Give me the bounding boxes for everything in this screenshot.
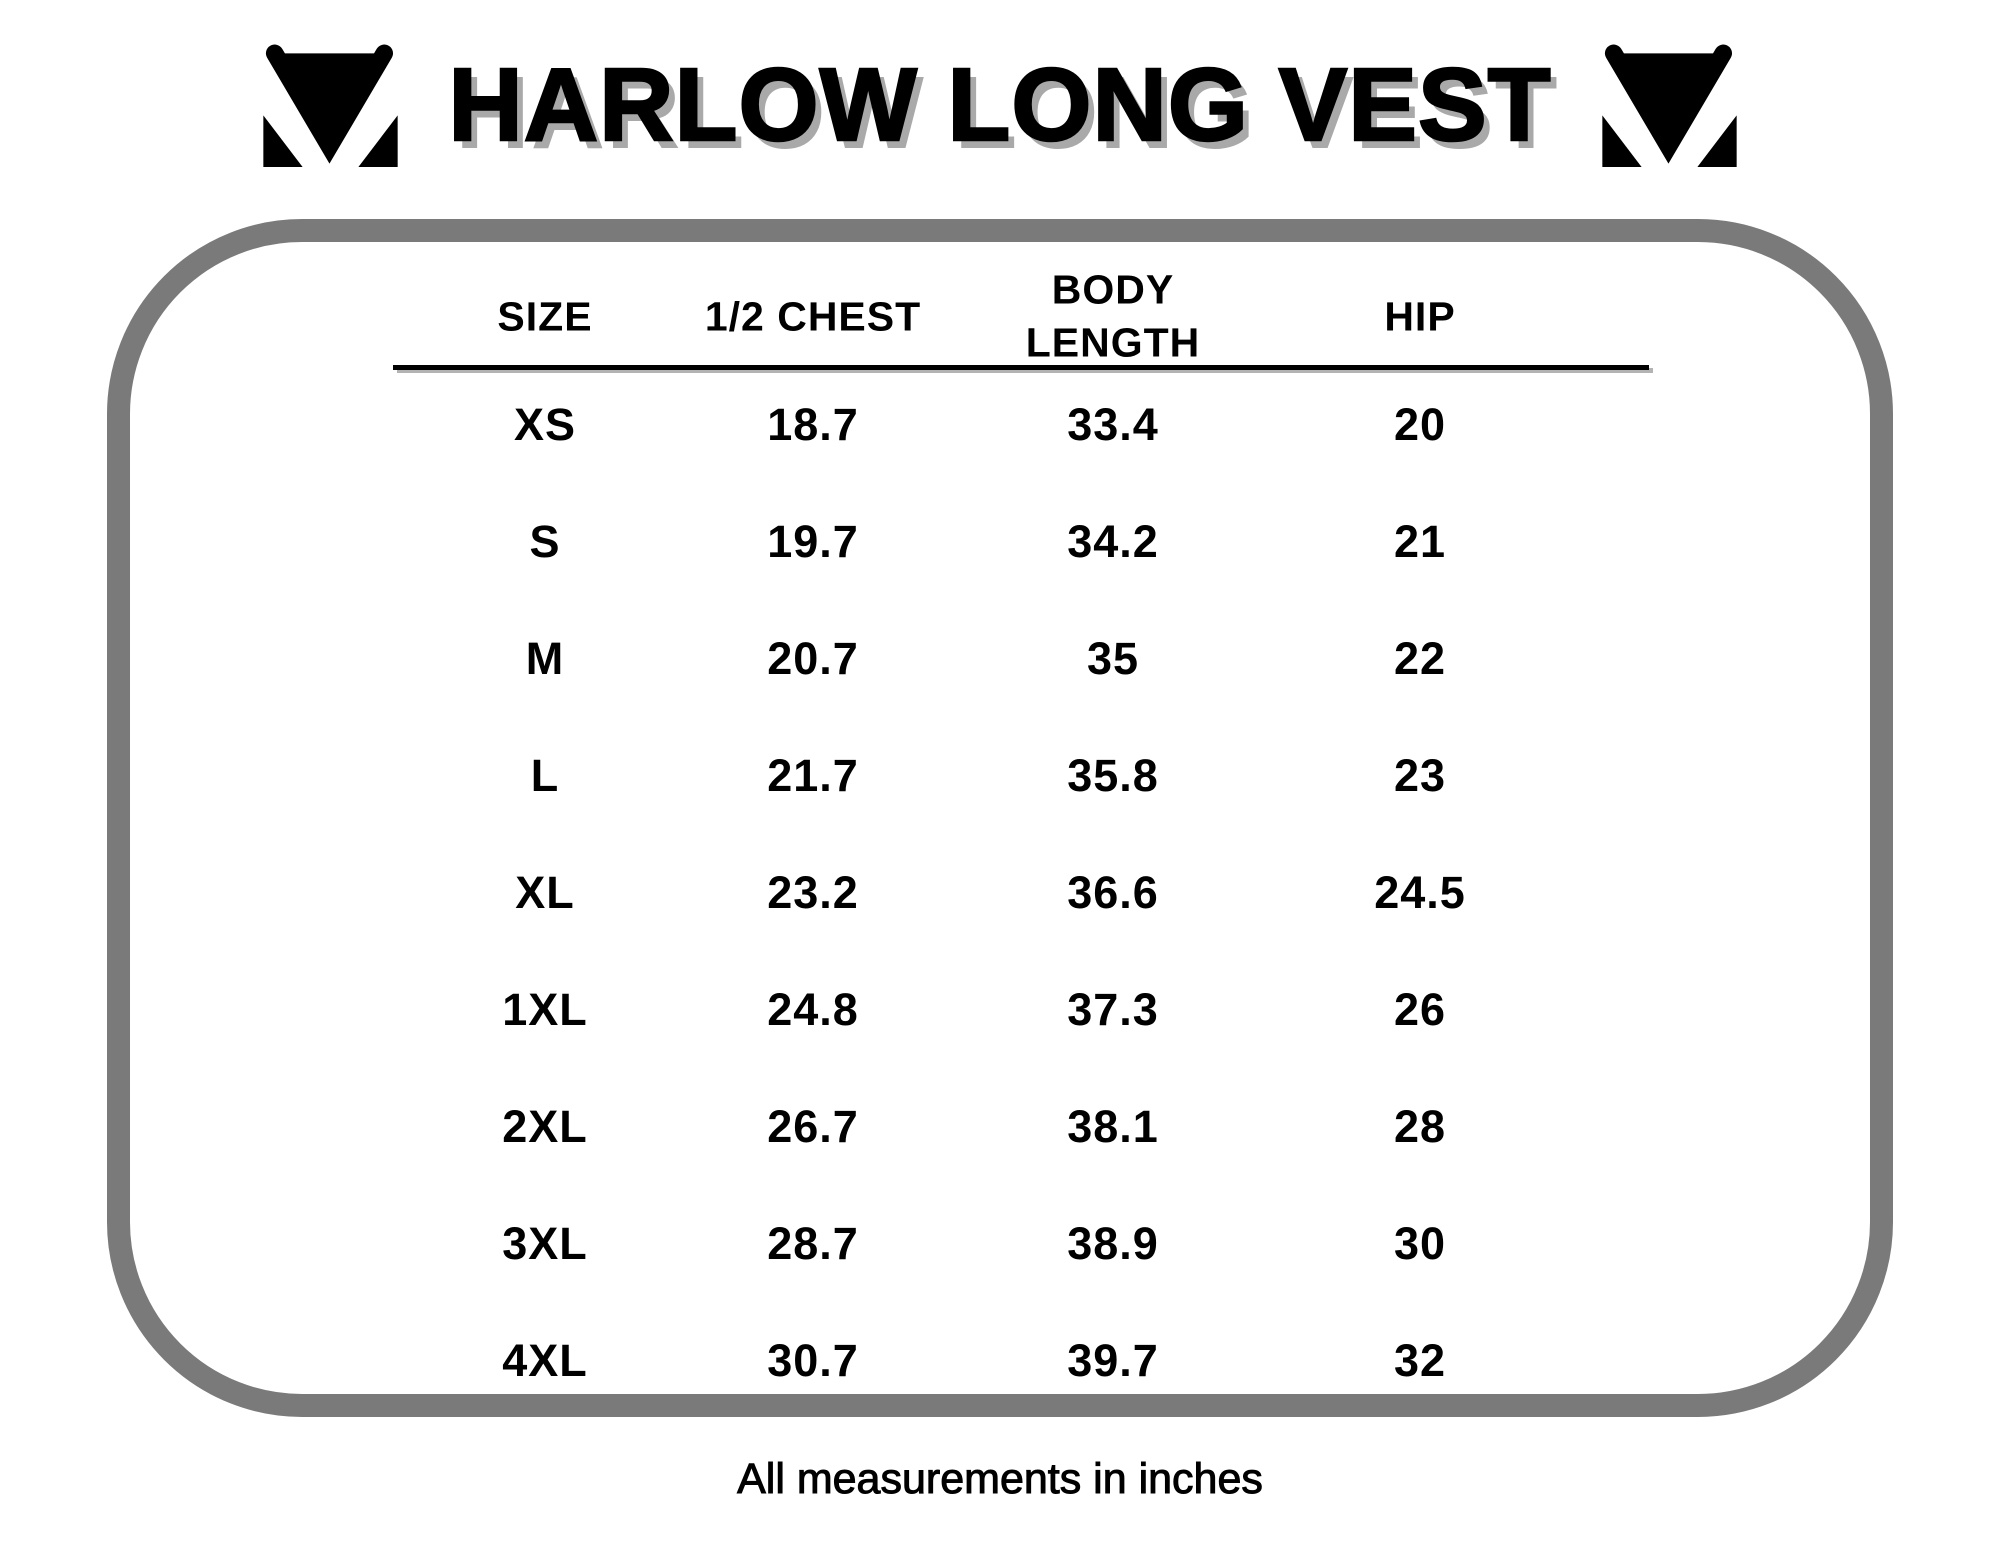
measurement-value: 35 xyxy=(1086,632,1140,684)
column-header: SIZE xyxy=(497,293,593,340)
measurement-value: 37.3 xyxy=(1067,983,1159,1035)
size-label: L xyxy=(530,749,560,801)
measurement-value: 20 xyxy=(1393,398,1447,450)
measurement-value: 39.7 xyxy=(1067,1334,1159,1386)
measurement-value: 24.5 xyxy=(1374,866,1466,918)
measurement-value: 26 xyxy=(1393,983,1447,1035)
size-label: 1XL xyxy=(502,983,588,1035)
page-title: HARLOW LONG VEST xyxy=(447,45,1552,163)
measurement-value: 20.7 xyxy=(767,632,859,684)
column-header: HIP xyxy=(1384,293,1456,340)
measurement-value: 26.7 xyxy=(767,1100,859,1152)
measurement-value: 21 xyxy=(1393,515,1447,567)
chart-frame xyxy=(107,219,1893,1417)
measurement-value: 34.2 xyxy=(1067,515,1159,567)
measurement-value: 23.2 xyxy=(767,866,859,918)
measurement-value: 32 xyxy=(1393,1334,1447,1386)
size-label: 4XL xyxy=(502,1334,588,1386)
measurement-value: 38.1 xyxy=(1067,1100,1159,1152)
brand-logo-icon xyxy=(1601,44,1737,167)
size-label: S xyxy=(529,515,561,567)
column-header: BODY LENGTH xyxy=(1025,266,1201,366)
measurement-value: 38.9 xyxy=(1067,1217,1159,1269)
measurement-value: 18.7 xyxy=(767,398,859,450)
measurement-value: 36.6 xyxy=(1067,866,1159,918)
measurement-value: 33.4 xyxy=(1067,398,1159,450)
measurement-value: 30 xyxy=(1393,1217,1447,1269)
size-label: XL xyxy=(515,866,575,918)
measurement-value: 24.8 xyxy=(767,983,859,1035)
measurement-value: 19.7 xyxy=(767,515,859,567)
measurement-value: 23 xyxy=(1393,749,1447,801)
size-label: XS xyxy=(513,398,577,450)
measurement-value: 28 xyxy=(1393,1100,1447,1152)
column-header: 1/2 CHEST xyxy=(704,293,922,340)
size-label: 2XL xyxy=(502,1100,588,1152)
brand-logo-icon xyxy=(263,44,399,167)
size-label: 3XL xyxy=(502,1217,588,1269)
measurement-value: 28.7 xyxy=(767,1217,859,1269)
measurement-value: 30.7 xyxy=(767,1334,859,1386)
measurement-value: 22 xyxy=(1393,632,1447,684)
measurement-value: 35.8 xyxy=(1067,749,1159,801)
table-header-rule xyxy=(393,365,1649,370)
units-note: All measurements in inches xyxy=(737,1455,1264,1504)
measurement-value: 21.7 xyxy=(767,749,859,801)
brand-header: HARLOW LONG VEST xyxy=(0,12,2000,197)
size-label: M xyxy=(525,632,565,684)
